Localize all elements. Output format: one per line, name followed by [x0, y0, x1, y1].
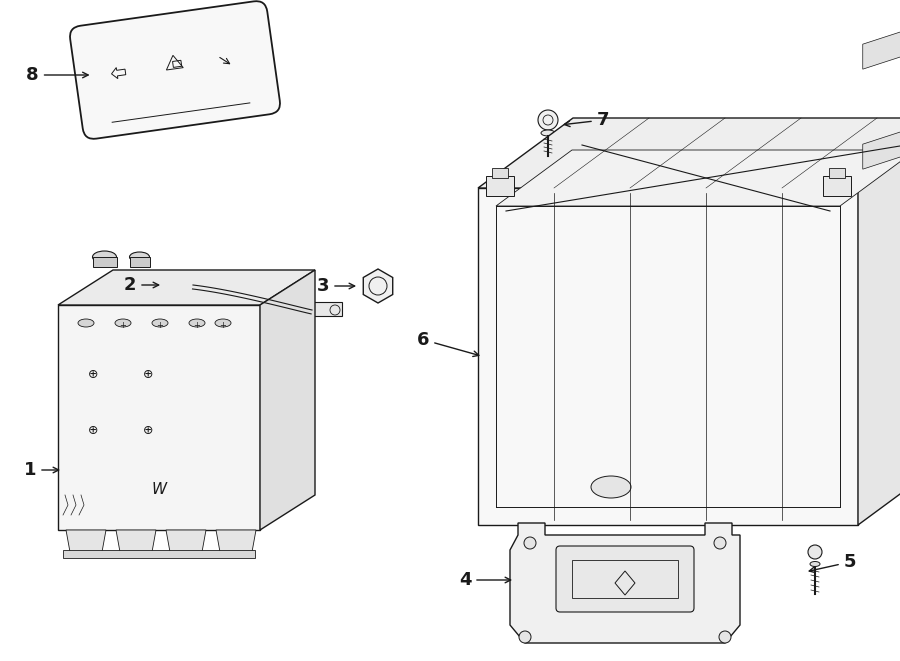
Circle shape — [808, 545, 822, 559]
Circle shape — [714, 537, 726, 549]
Bar — [157, 275, 179, 293]
Ellipse shape — [189, 319, 205, 327]
Text: W: W — [151, 483, 166, 498]
Circle shape — [519, 631, 531, 643]
Bar — [829, 168, 845, 178]
Text: 5: 5 — [809, 553, 856, 572]
Text: 6: 6 — [417, 330, 479, 356]
Polygon shape — [58, 270, 315, 305]
Polygon shape — [478, 118, 900, 188]
Circle shape — [524, 537, 536, 549]
Bar — [63, 550, 255, 558]
Polygon shape — [216, 530, 256, 552]
Bar — [492, 168, 508, 178]
Bar — [93, 257, 116, 267]
Text: 1: 1 — [23, 461, 59, 479]
Ellipse shape — [93, 251, 116, 263]
Text: +: + — [157, 321, 164, 329]
Bar — [130, 257, 149, 267]
Ellipse shape — [152, 319, 168, 327]
Text: 7: 7 — [564, 111, 609, 129]
Text: +: + — [220, 321, 227, 329]
Ellipse shape — [810, 561, 820, 566]
FancyBboxPatch shape — [70, 1, 280, 139]
FancyBboxPatch shape — [556, 546, 694, 612]
Bar — [863, 116, 900, 169]
Text: ⊕: ⊕ — [88, 368, 98, 381]
Text: 2: 2 — [124, 276, 158, 294]
Ellipse shape — [215, 319, 231, 327]
Text: +: + — [120, 321, 126, 329]
Circle shape — [719, 631, 731, 643]
Text: ⊕: ⊕ — [143, 424, 153, 436]
Ellipse shape — [115, 319, 131, 327]
Bar — [58, 305, 260, 530]
Polygon shape — [166, 530, 206, 552]
Bar — [572, 560, 678, 598]
Ellipse shape — [78, 319, 94, 327]
Polygon shape — [496, 150, 900, 206]
Bar — [312, 302, 342, 316]
Text: 3: 3 — [317, 277, 355, 295]
Bar — [823, 176, 851, 196]
Circle shape — [538, 110, 558, 130]
Bar — [167, 293, 177, 301]
Text: 4: 4 — [459, 571, 510, 589]
Ellipse shape — [591, 476, 631, 498]
Polygon shape — [364, 269, 392, 303]
Polygon shape — [193, 285, 312, 314]
Text: ⊕: ⊕ — [88, 424, 98, 436]
Bar — [478, 188, 858, 525]
Text: +: + — [194, 321, 201, 329]
Bar — [486, 176, 514, 196]
Text: 8: 8 — [26, 66, 88, 84]
Polygon shape — [510, 523, 740, 643]
Bar — [863, 17, 900, 69]
Polygon shape — [858, 118, 900, 525]
Ellipse shape — [130, 252, 149, 262]
Text: ⊕: ⊕ — [143, 368, 153, 381]
Polygon shape — [260, 270, 315, 530]
Polygon shape — [66, 530, 106, 552]
Ellipse shape — [541, 130, 555, 136]
Polygon shape — [116, 530, 156, 552]
